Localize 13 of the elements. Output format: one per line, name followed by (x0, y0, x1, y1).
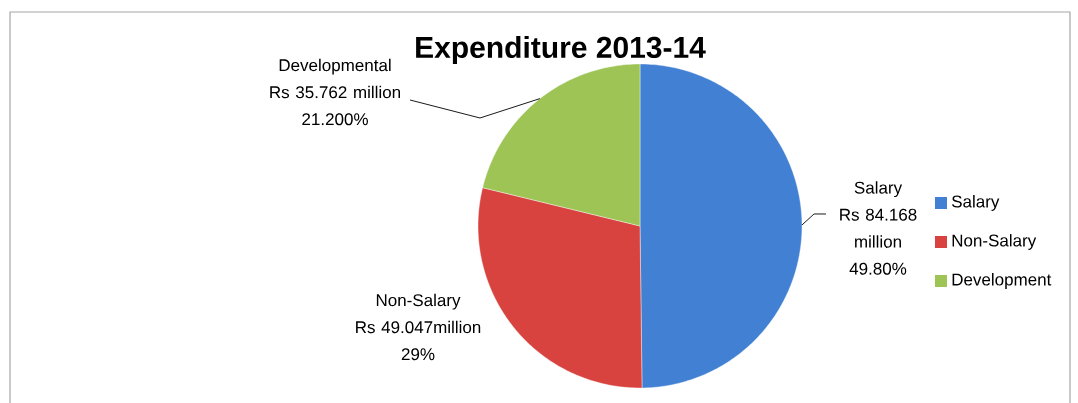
legend-label: Salary (951, 195, 1000, 211)
data-label: 21.200% (302, 113, 368, 126)
text: Salary (854, 181, 903, 198)
legend-label: Development (952, 273, 1052, 289)
legend-label: Non-Salary (952, 234, 1037, 250)
text: Rs 49.047million (356, 320, 481, 334)
text: Rs 84.168 million (840, 208, 917, 248)
text: Rs 35.762 million (270, 85, 400, 99)
chart-title: Expenditure 2013-14 (416, 36, 706, 64)
data-label: 29% (401, 348, 435, 361)
text: Non-Salary (376, 293, 461, 310)
data-label: 49.80% (849, 262, 907, 275)
text: Developmental (279, 58, 391, 75)
